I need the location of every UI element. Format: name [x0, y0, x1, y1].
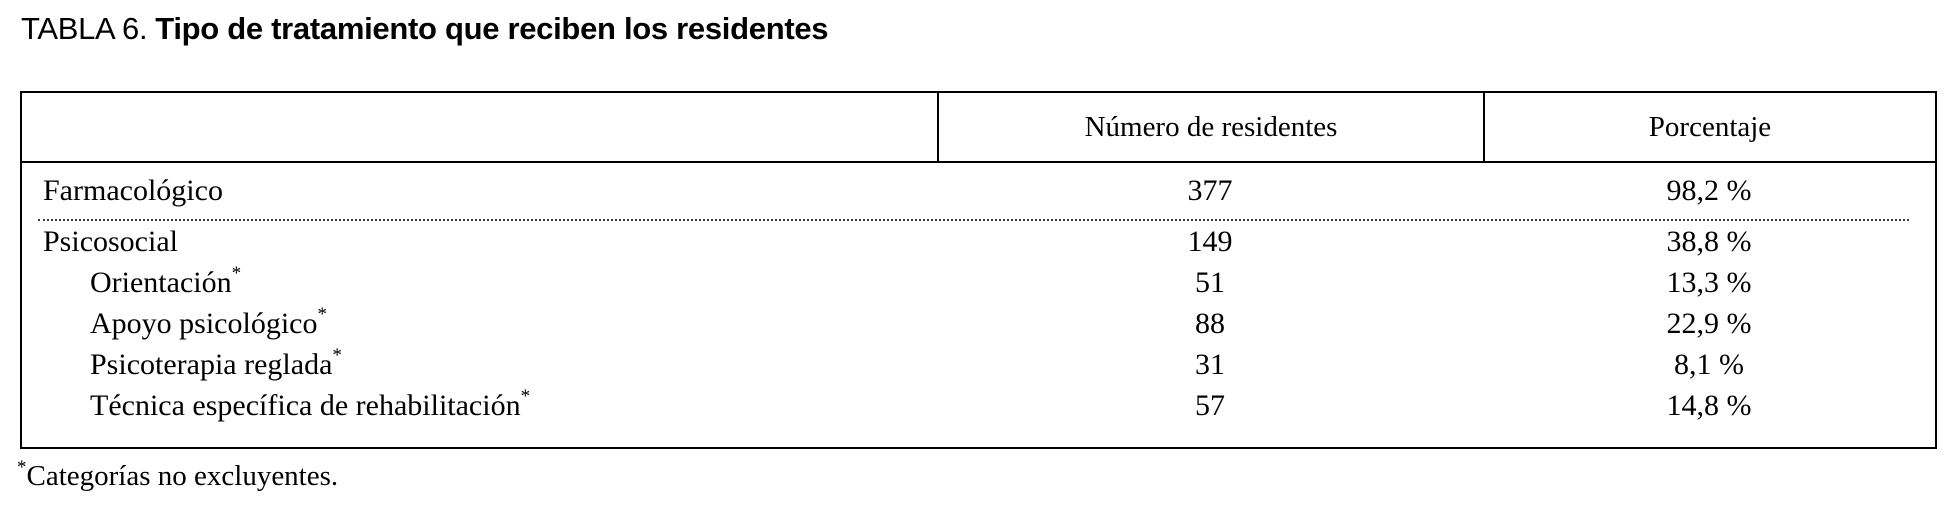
table-row: Apoyo psicológico* 88 22,9 %: [22, 303, 1935, 344]
column-header-empty: [22, 93, 937, 161]
percentage-value: 8,1 %: [1674, 347, 1744, 381]
treatment-table: Número de residentes Porcentaje Farmacol…: [20, 91, 1937, 449]
column-header-percentage: Porcentaje: [1483, 93, 1935, 161]
residents-value: 88: [1195, 306, 1225, 340]
footnote-marker: *: [520, 385, 531, 407]
residents-value: 51: [1195, 265, 1225, 299]
table-title: TABLA 6. Tipo de tratamiento que reciben …: [21, 10, 829, 48]
residents-value: 57: [1195, 388, 1225, 422]
footnote-text: Categorías no excluyentes.: [26, 460, 339, 492]
column-header-residents: Número de residentes: [937, 93, 1483, 161]
row-label: Farmacológico: [43, 174, 223, 207]
residents-value: 377: [1187, 174, 1233, 207]
table-title-number: TABLA 6.: [21, 11, 148, 46]
footnote-marker: *: [317, 303, 327, 325]
percentage-value: 38,8 %: [1666, 224, 1752, 258]
percentage-value: 13,3 %: [1666, 265, 1752, 299]
row-label: Apoyo psicológico*: [90, 303, 327, 340]
table-row: Orientación* 51 13,3 %: [22, 262, 1935, 303]
table-row: Psicosocial 149 38,8 %: [22, 221, 1935, 262]
table-row: Farmacológico 377 98,2 %: [22, 163, 1935, 219]
table-body: Farmacológico 377 98,2 % Psicosocial 149…: [22, 163, 1935, 447]
row-label: Psicosocial: [43, 224, 178, 258]
table-footnote: *Categorías no excluyentes.: [17, 457, 339, 493]
footnote-marker: *: [332, 344, 342, 366]
table-row: Psicoterapia reglada* 31 8,1 %: [22, 344, 1935, 385]
row-label: Orientación*: [90, 262, 242, 299]
percentage-value: 14,8 %: [1666, 388, 1752, 422]
residents-value: 149: [1187, 224, 1233, 258]
table-row: Técnica específica de rehabilitación* 57…: [22, 385, 1935, 426]
footnote-marker: *: [231, 262, 242, 284]
percentage-value: 98,2 %: [1666, 174, 1752, 207]
table-title-text: Tipo de tratamiento que reciben los resi…: [155, 11, 829, 46]
table-header-row: Número de residentes Porcentaje: [22, 93, 1935, 163]
dotted-row-separator: [38, 219, 1909, 221]
row-label: Técnica específica de rehabilitación*: [90, 385, 531, 422]
percentage-value: 22,9 %: [1666, 306, 1752, 340]
row-label: Psicoterapia reglada*: [90, 344, 342, 381]
residents-value: 31: [1195, 347, 1225, 381]
footnote-marker: *: [17, 457, 27, 478]
